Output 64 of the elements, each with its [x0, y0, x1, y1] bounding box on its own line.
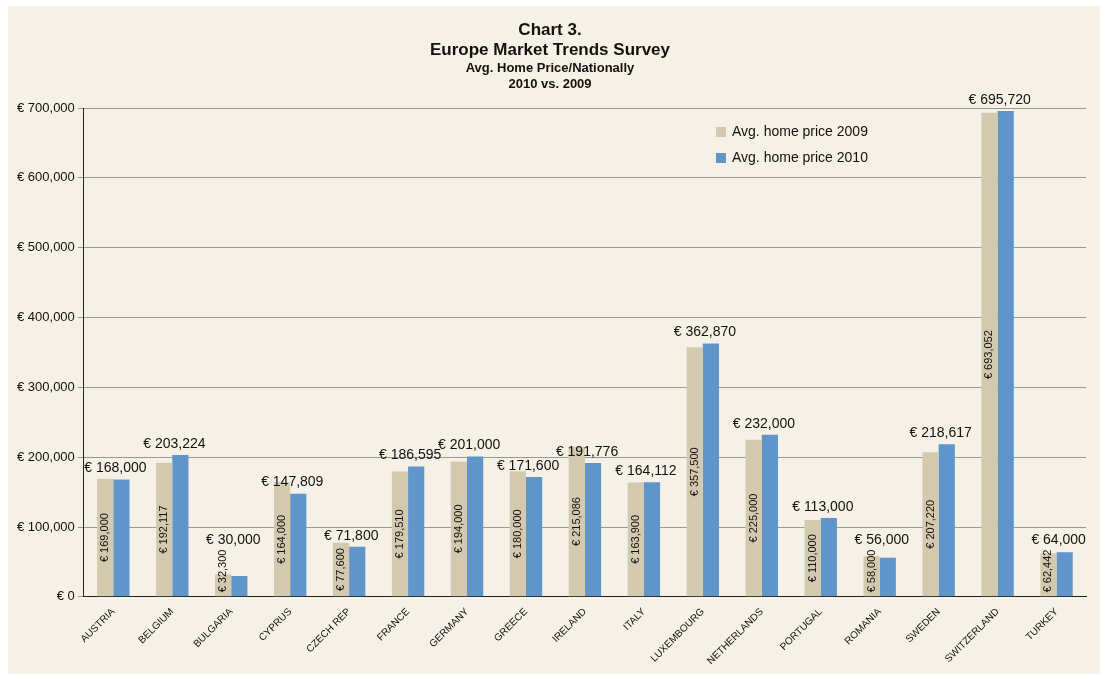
data-label: € 225,000 — [746, 493, 759, 543]
data-label: € 192,117 — [157, 505, 170, 554]
data-label: € 232,000 — [732, 414, 796, 431]
data-label: € 164,000 — [275, 514, 288, 564]
data-label: € 56,000 — [854, 531, 910, 548]
data-label: € 169,000 — [98, 513, 111, 563]
bar — [997, 110, 1014, 597]
legend-label: Avg. home price 2010 — [732, 148, 869, 165]
y-tick-label: € 700,000 — [16, 99, 75, 115]
data-label: € 64,000 — [1031, 531, 1087, 548]
data-label: € 357,500 — [687, 447, 700, 497]
data-label: € 218,617 — [909, 424, 973, 441]
data-label: € 113,000 — [792, 497, 854, 514]
chart-subtitle: Avg. Home Price/Nationally 2010 vs. 2009 — [465, 60, 636, 91]
bar — [643, 482, 661, 597]
data-label: € 207,220 — [923, 499, 936, 549]
data-label: € 32,300 — [216, 549, 229, 593]
y-tick-label: € 400,000 — [16, 309, 75, 325]
y-tick-label: € 100,000 — [16, 518, 75, 534]
bar — [349, 546, 366, 597]
bar — [938, 444, 955, 597]
y-tick-label: € 200,000 — [16, 448, 75, 464]
data-label: € 71,800 — [323, 526, 379, 543]
data-label: € 164,112 — [615, 462, 677, 479]
bar — [702, 343, 720, 597]
data-label: € 62,442 — [1041, 549, 1054, 593]
data-label: € 58,000 — [864, 549, 877, 593]
bar — [820, 517, 837, 597]
bar — [686, 347, 703, 597]
y-tick-label: € 0 — [56, 588, 75, 604]
bar — [584, 462, 602, 597]
data-label: € 30,000 — [206, 531, 261, 548]
data-label: € 180,000 — [510, 509, 523, 559]
bar — [113, 479, 130, 597]
data-label: € 77,600 — [334, 548, 347, 591]
legend-label: Avg. home price 2009 — [732, 122, 869, 139]
data-label: € 362,870 — [673, 323, 737, 340]
data-label: € 215,086 — [569, 497, 582, 546]
y-tick-label: € 600,000 — [16, 169, 75, 185]
data-label: € 171,600 — [496, 456, 560, 473]
bar — [467, 456, 484, 597]
bar — [922, 452, 939, 597]
bar — [761, 434, 778, 597]
bar — [525, 477, 543, 597]
chart-title: Chart 3. Europe Market Trends Survey — [430, 19, 671, 60]
bar — [172, 454, 189, 597]
data-label: € 695,720 — [968, 90, 1032, 107]
data-label: € 693,052 — [982, 330, 995, 380]
bar — [879, 557, 896, 597]
data-label: € 163,900 — [628, 514, 641, 564]
bar — [1056, 552, 1073, 597]
bar — [231, 575, 248, 597]
data-label: € 203,224 — [143, 434, 206, 451]
bar — [981, 112, 998, 597]
y-tick-label: € 300,000 — [16, 378, 75, 394]
data-label: € 179,510 — [392, 509, 405, 559]
data-label: € 147,809 — [261, 473, 324, 490]
data-label: € 194,000 — [451, 504, 464, 554]
bar — [290, 493, 307, 597]
data-label: € 110,000 — [805, 534, 818, 583]
data-label: € 168,000 — [84, 459, 147, 476]
bar — [408, 466, 425, 597]
y-tick-label: € 500,000 — [16, 239, 75, 255]
data-label: € 191,776 — [555, 442, 619, 459]
